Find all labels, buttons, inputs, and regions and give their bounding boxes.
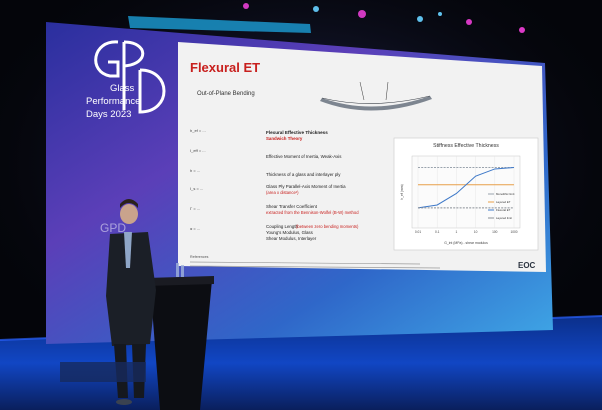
- x-tick-label: 10: [474, 230, 478, 234]
- formula-1: h_ef = ...: [190, 128, 206, 133]
- x-tick-label: 1000: [510, 230, 517, 234]
- legend-entry: Layered limit: [496, 216, 512, 220]
- podium: [146, 263, 214, 410]
- formula-3: h = ...: [190, 168, 200, 173]
- legend-entry: Flexural ET: [496, 208, 511, 212]
- row-parallel-axis: Glass Ply Parallel-Axis Moment of Inerti…: [266, 184, 346, 189]
- row-coupling-length-sub: (between zero bending moments): [296, 224, 359, 229]
- brand-line2: Performance: [86, 96, 140, 107]
- row-flexural-et: Flexural Effective Thickness: [266, 130, 328, 135]
- description-list: Flexural Effective Thickness Sandwich Th…: [266, 130, 359, 241]
- slide-title: Flexural ET: [190, 60, 260, 75]
- water-bottle: [176, 263, 179, 277]
- gpd-logo: [94, 40, 166, 114]
- formula-4: I_s = ...: [190, 186, 203, 191]
- brand-line3: Days 2023: [86, 109, 131, 120]
- watermark-logo: GPD: [100, 221, 126, 235]
- stiffness-chart: Stiffness Effective Thickness 0.01 0.1 1 10…: [393, 137, 539, 251]
- footer-logo: EOC: [518, 261, 536, 270]
- x-tick-label: 1: [456, 230, 458, 234]
- speaker: [106, 199, 156, 405]
- row-parallel-axis-sub: (area x distance²): [266, 190, 299, 195]
- row-shear-coeff: Shear Transfer Coefficient: [266, 204, 318, 209]
- x-tick-label: 0.01: [415, 230, 421, 234]
- chart-xlabel: G_int (MPa) - shear modulus: [444, 241, 488, 245]
- speaker-jacket: [106, 232, 156, 346]
- row-flexural-et-sub: Sandwich Theory: [266, 136, 303, 141]
- row-moment-inertia: Effective Moment of Inertia, Weak-Axis: [266, 154, 342, 159]
- row-youngs-modulus: Young's Modulus, Glass: [266, 230, 314, 235]
- speaker-head: [120, 204, 138, 224]
- speaker-shoe: [116, 399, 132, 405]
- row-ply-thickness: Thickness of a glass and interlayer ply: [266, 172, 341, 177]
- x-tick-label: 0.1: [435, 230, 440, 234]
- water-bottle-2: [181, 265, 184, 277]
- stage-step: [60, 362, 146, 382]
- chart-title: Stiffness Effective Thickness: [433, 143, 499, 149]
- legend-entry: Layered ET: [496, 200, 511, 204]
- formula-column: h_ef = ... I_eff = ... h = ... I_s = ...…: [190, 128, 206, 231]
- diagram-label: Out-of-Plane Bending: [197, 91, 255, 97]
- formula-2: I_eff = ...: [190, 148, 206, 153]
- row-coupling-length: Coupling Length: [266, 224, 299, 229]
- brand-line1: Glass: [110, 83, 135, 94]
- references-label: References: [190, 255, 209, 259]
- formula-6: α = ...: [190, 226, 200, 231]
- row-shear-coeff-sub: extracted from the Bennison-Wolfel (B-W)…: [266, 210, 359, 215]
- references-lines: [189, 261, 441, 269]
- series-line-3: [417, 167, 515, 209]
- bending-plate-diagram: [320, 81, 432, 111]
- row-shear-modulus: Shear Modulus, Interlayer: [266, 236, 317, 241]
- x-tick-label: 100: [492, 230, 498, 234]
- legend-entry: Monolithic limit: [496, 192, 515, 196]
- formula-5: Γ = ...: [190, 206, 200, 211]
- chart-ylabel: h_ef (mm): [400, 184, 404, 199]
